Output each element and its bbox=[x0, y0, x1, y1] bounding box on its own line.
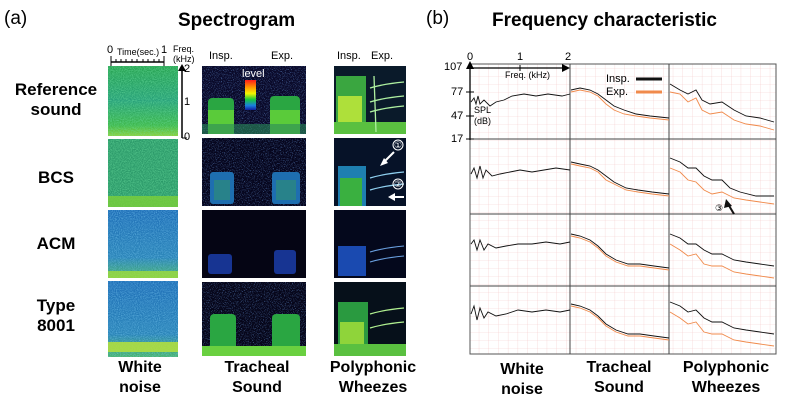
freq-axis bbox=[178, 64, 187, 139]
x-tick-0: 0 bbox=[467, 51, 474, 63]
b-column-label-white-noise: White noise bbox=[500, 361, 544, 398]
insp-label-wheezes: Insp. bbox=[337, 50, 361, 62]
legend-exp-label: Exp. bbox=[606, 86, 629, 98]
x-tick-2: 2 bbox=[565, 51, 572, 63]
column-label-white-noise: White noise bbox=[118, 359, 162, 396]
panel-b-letter: (b) bbox=[426, 8, 450, 29]
row-label-bcs: BCS bbox=[38, 168, 74, 187]
y-tick-107: 107 bbox=[444, 61, 463, 73]
y-tick-77: 77 bbox=[451, 86, 464, 98]
marker-2: ② bbox=[394, 179, 403, 189]
freq-tick-2: 2 bbox=[184, 63, 191, 75]
legend-insp-label: Insp. bbox=[606, 73, 630, 85]
frequency-characteristic-plot bbox=[466, 61, 777, 355]
white-noise-column bbox=[108, 66, 178, 357]
polyphonic-wheezes-column bbox=[334, 66, 406, 356]
type-8001-row-curves bbox=[470, 301, 775, 347]
time-tick-end: 1 bbox=[161, 44, 168, 56]
svg-text:level: level bbox=[242, 68, 265, 80]
exp-label-wheezes: Exp. bbox=[371, 50, 394, 62]
spectrogram-grid: level bbox=[108, 66, 406, 357]
y-axis-label: SPL (dB) bbox=[474, 105, 492, 126]
marker-3: ③ bbox=[715, 203, 724, 213]
x-tick-1: 1 bbox=[517, 51, 524, 63]
tracheal-sound-column: level bbox=[202, 66, 306, 356]
column-label-tracheal-sound: Tracheal Sound bbox=[224, 359, 290, 396]
insp-label-tracheal: Insp. bbox=[209, 50, 233, 62]
y-tick-47: 47 bbox=[451, 110, 464, 122]
panel-a-title: Spectrogram bbox=[178, 10, 296, 31]
y-tick-17: 17 bbox=[451, 133, 464, 145]
b-column-label-tracheal-sound: Tracheal Sound bbox=[586, 359, 652, 396]
time-axis-label: Time(sec.) bbox=[117, 47, 160, 57]
freq-tick-0: 0 bbox=[184, 131, 191, 143]
freq-tick-1: 1 bbox=[184, 96, 191, 108]
bcs-row-curves bbox=[470, 157, 775, 215]
marker-1: ① bbox=[394, 140, 403, 150]
column-label-polyphonic-wheezes: Polyphonic Wheezes bbox=[329, 359, 417, 396]
bcs-wheeze-arrows bbox=[380, 139, 404, 201]
b-column-label-polyphonic-wheezes: Polyphonic Wheezes bbox=[682, 359, 770, 396]
panel-b-title: Frequency characteristic bbox=[492, 10, 717, 31]
freq-axis-label: Freq. (kHz) bbox=[173, 44, 195, 64]
panel-a-letter: (a) bbox=[4, 8, 28, 29]
exp-label-tracheal: Exp. bbox=[271, 50, 294, 62]
time-axis bbox=[110, 56, 165, 66]
row-label-acm: ACM bbox=[36, 234, 76, 253]
reference-row-curves bbox=[470, 83, 775, 131]
x-axis-label: Freq. (kHz) bbox=[505, 70, 550, 80]
acm-row-curves bbox=[470, 233, 775, 279]
row-label-reference-sound: Reference sound bbox=[14, 80, 98, 119]
time-tick-start: 0 bbox=[107, 44, 114, 56]
row-label-type-8001: Type 8001 bbox=[36, 296, 76, 335]
